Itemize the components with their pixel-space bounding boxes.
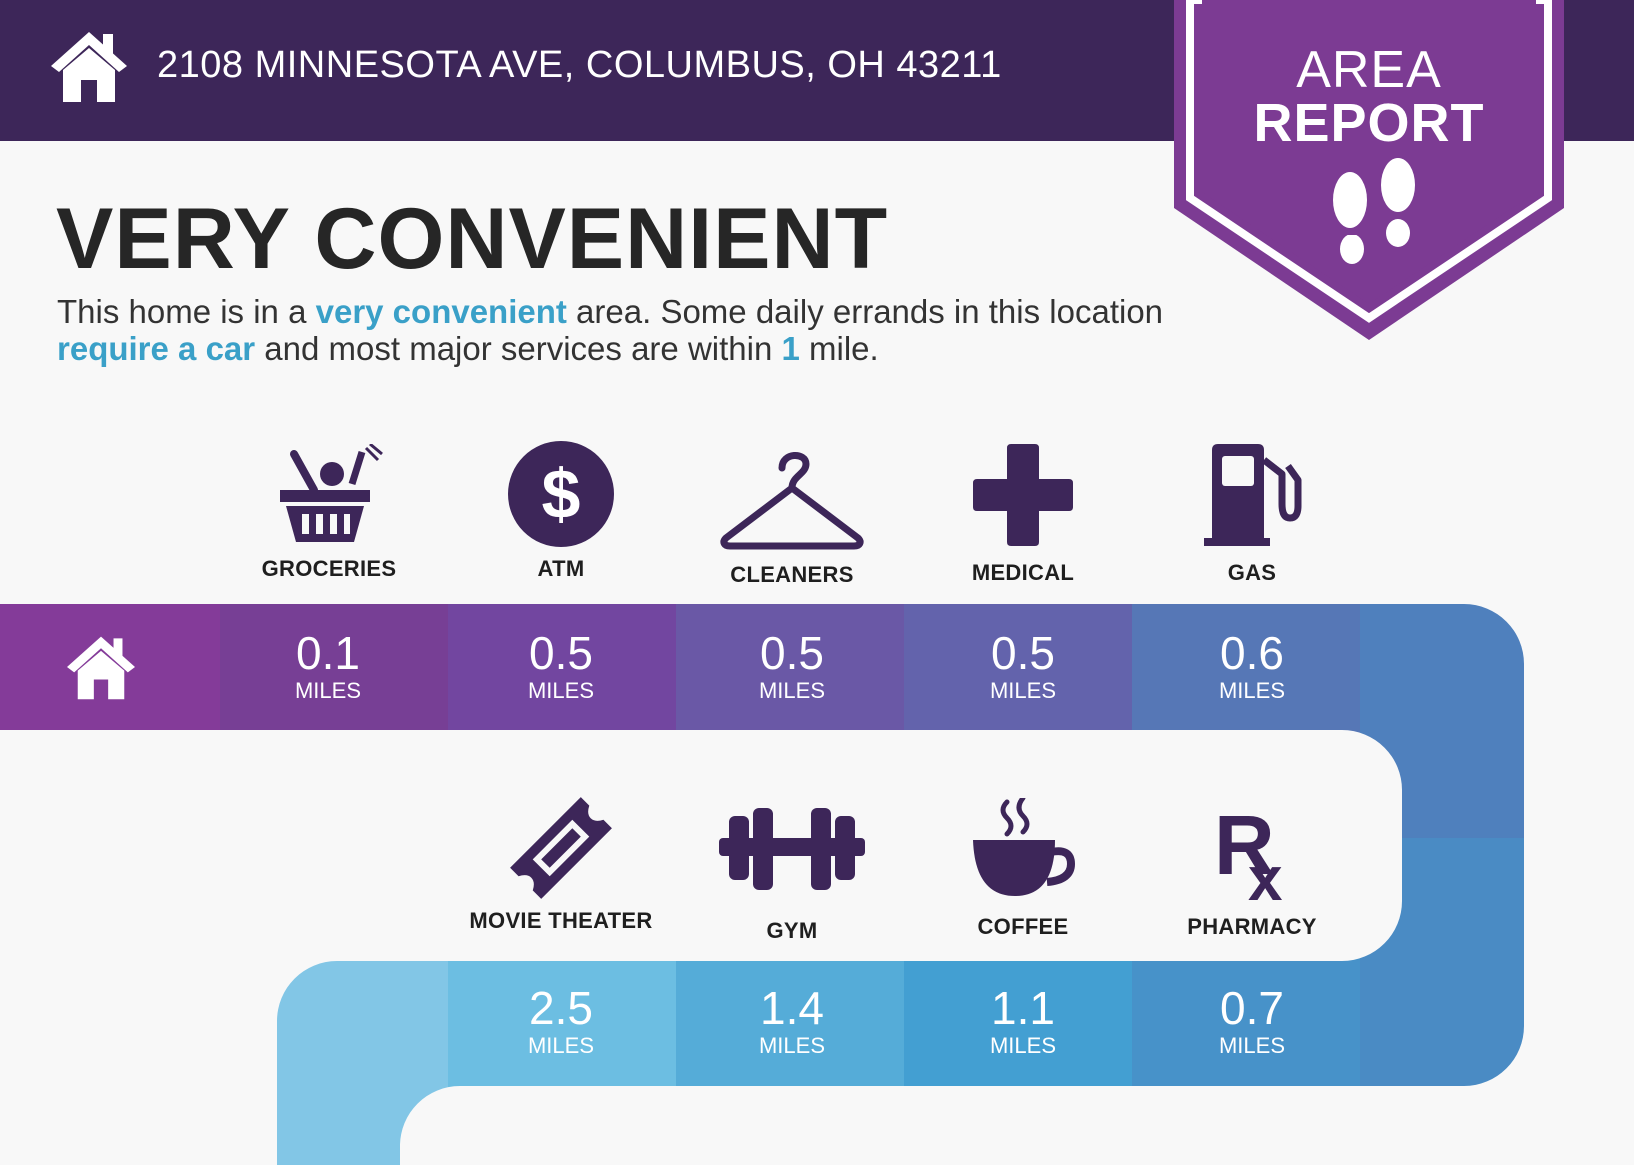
distance-value: 0.5 [529, 627, 593, 679]
distance-cleaners: 0.5 MILES [678, 628, 906, 704]
road-segment-gym [676, 955, 904, 1090]
summary-part: mile. [799, 330, 879, 367]
summary-part: area. Some daily errands in this locatio… [566, 293, 1164, 330]
badge-line-report: REPORT [1253, 93, 1485, 153]
distance-unit: MILES [294, 678, 362, 703]
distance-value: 0.6 [1220, 627, 1284, 679]
gas-pump-icon [1204, 444, 1302, 546]
amenity-medical: MEDICAL [908, 444, 1138, 586]
distance-medical: 0.5 MILES [909, 628, 1137, 704]
road-segment-atm [448, 604, 676, 735]
home-icon [51, 32, 127, 102]
distance-unit: MILES [989, 1033, 1057, 1058]
amenity-gas: GAS [1137, 444, 1367, 586]
summary-text: This home is in a very convenient area. … [57, 293, 1167, 367]
summary-part: This home is in a [57, 293, 316, 330]
distance-value: 0.5 [760, 627, 824, 679]
road-segment-medical [904, 604, 1132, 735]
area-report-title: AREA REPORT [1174, 44, 1564, 150]
convenience-rating-heading: VERY CONVENIENT [56, 191, 889, 287]
amenity-pharmacy: R x PHARMACY [1137, 798, 1367, 940]
road-segment-gas [1132, 604, 1360, 735]
hanger-icon [720, 452, 864, 550]
property-address: 2108 MINNESOTA AVE, COLUMBUS, OH 43211 [157, 44, 1002, 86]
distance-atm: 0.5 MILES [447, 628, 675, 704]
distance-unit: MILES [527, 678, 595, 703]
coffee-cup-icon [973, 798, 1075, 896]
amenity-label: GAS [1227, 560, 1277, 585]
road-segment-cleaners [676, 604, 904, 735]
distance-coffee: 1.1 MILES [909, 983, 1137, 1059]
svg-text:R: R [1214, 798, 1275, 892]
distance-gym: 1.4 MILES [678, 983, 906, 1059]
amenity-groceries: GROCERIES [214, 444, 444, 582]
distance-value: 0.1 [296, 627, 360, 679]
amenity-label: MEDICAL [971, 560, 1075, 585]
distance-unit: MILES [758, 678, 826, 703]
footprints-icon [1333, 158, 1416, 264]
amenity-label: GROCERIES [261, 556, 397, 581]
road-segment-coffee [904, 955, 1132, 1090]
distance-unit: MILES [527, 1033, 595, 1058]
road-segment-pharmacy [1132, 955, 1360, 1090]
distance-unit: MILES [758, 1033, 826, 1058]
road-segment-groceries [220, 604, 448, 735]
grocery-basket-icon [280, 444, 383, 542]
rx-icon: R x [1214, 798, 1283, 902]
distance-pharmacy: 0.7 MILES [1138, 983, 1366, 1059]
distance-value: 1.1 [991, 982, 1055, 1034]
home-start-icon [67, 636, 135, 700]
amenity-movie-theater: MOVIE THEATER [446, 796, 676, 934]
area-report-badge [1174, 0, 1564, 340]
summary-highlight: very convenient [315, 293, 567, 330]
svg-text:x: x [1248, 845, 1283, 902]
distance-value: 0.5 [991, 627, 1055, 679]
amenity-gym: GYM [677, 808, 907, 944]
svg-text:$: $ [542, 455, 581, 533]
distance-unit: MILES [989, 678, 1057, 703]
summary-highlight: require a car [57, 330, 256, 367]
distance-value: 1.4 [760, 982, 824, 1034]
amenity-label: PHARMACY [1187, 914, 1317, 939]
amenity-label: ATM [537, 556, 585, 581]
amenity-atm: $ ATM [446, 440, 676, 582]
medical-cross-icon [973, 444, 1073, 546]
distance-movie-theater: 2.5 MILES [447, 983, 675, 1059]
dollar-icon: $ [508, 441, 614, 547]
dumbbell-icon [719, 808, 865, 890]
amenity-label: MOVIE THEATER [469, 908, 653, 933]
amenity-label: CLEANERS [730, 562, 854, 587]
distance-value: 0.7 [1220, 982, 1284, 1034]
summary-part: and most major services are within [255, 330, 782, 367]
amenity-coffee: COFFEE [908, 798, 1138, 940]
ticket-icon [510, 797, 612, 899]
distance-unit: MILES [1218, 678, 1286, 703]
summary-highlight: 1 [781, 330, 800, 367]
distance-groceries: 0.1 MILES [214, 628, 442, 704]
distance-unit: MILES [1218, 1033, 1286, 1058]
distance-value: 2.5 [529, 982, 593, 1034]
amenity-cleaners: CLEANERS [677, 446, 907, 588]
amenity-label: COFFEE [977, 914, 1069, 939]
amenity-label: GYM [766, 918, 818, 943]
badge-line-area: AREA [1296, 41, 1442, 99]
distance-gas: 0.6 MILES [1138, 628, 1366, 704]
road-segment-movie-theater [448, 955, 676, 1090]
